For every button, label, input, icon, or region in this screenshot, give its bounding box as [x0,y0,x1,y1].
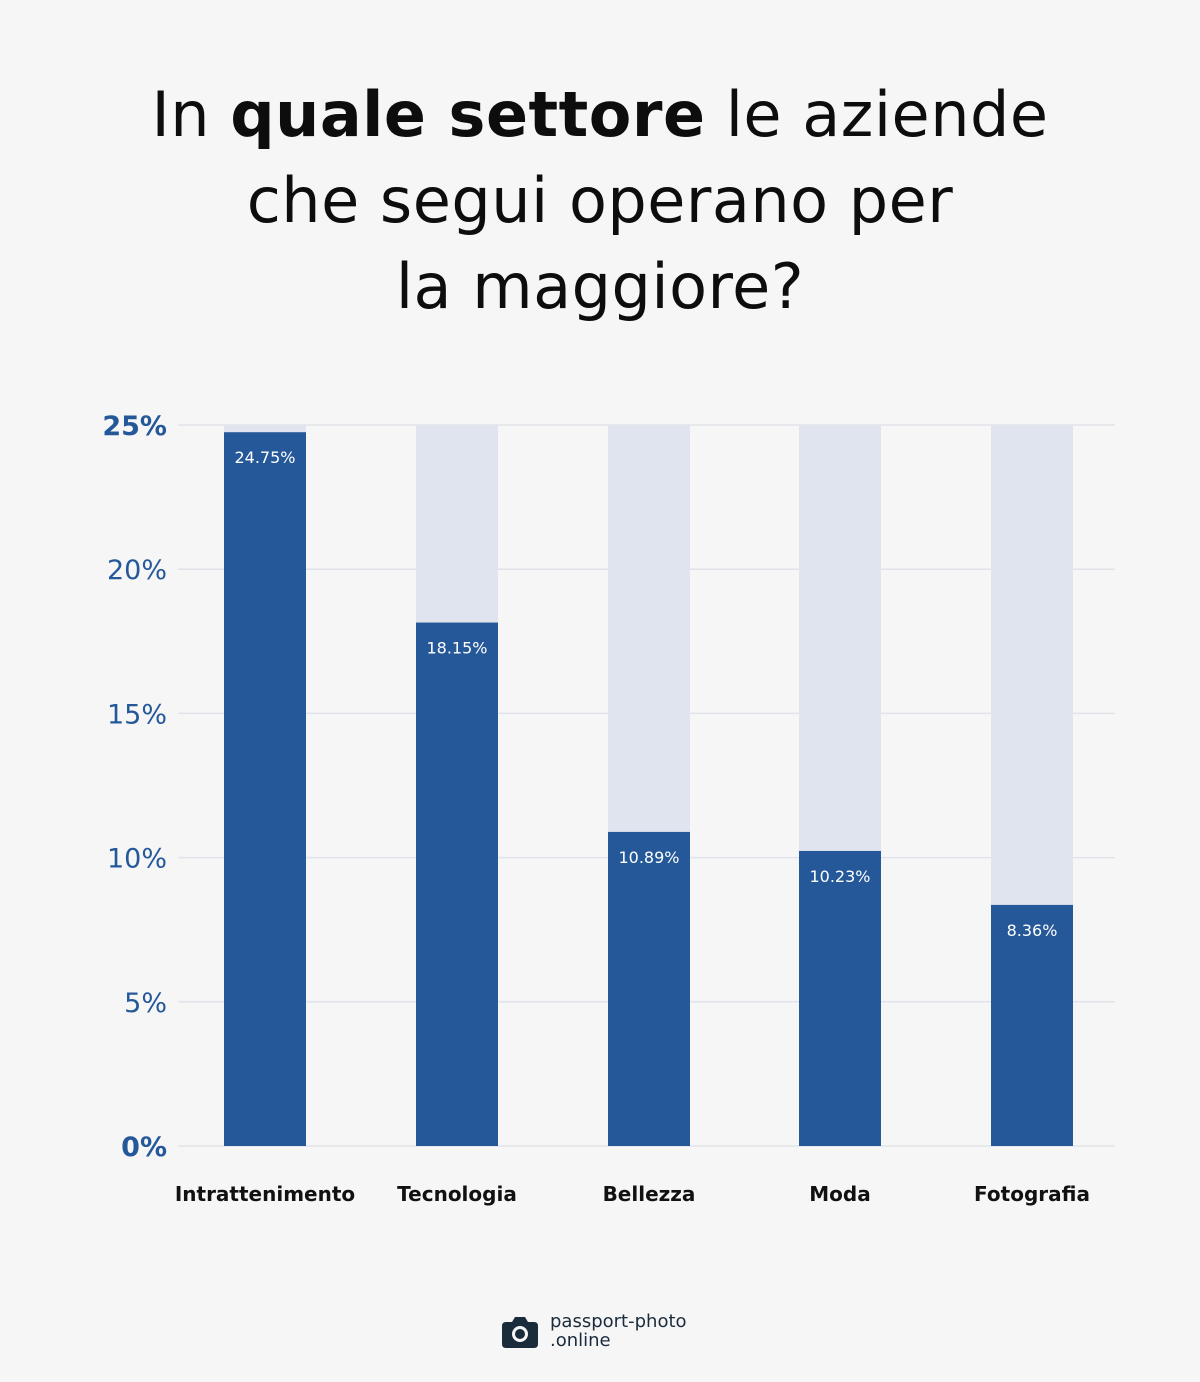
camera-icon [502,1317,538,1348]
y-tick-label: 20% [107,555,167,586]
bar-value-label: 24.75% [234,448,295,467]
bar [991,904,1073,1146]
logo-text: passport-photo .online [550,1312,687,1350]
title-line-3: la maggiore? [395,250,805,323]
bar-value-label: 10.23% [809,867,870,886]
logo-text-line-1: passport-photo [550,1311,687,1332]
bar-value-label: 10.89% [618,848,679,867]
bar [608,831,690,1146]
bar-chart: 0% 5% 10% 15% 20% 25% 24.75% Intrattenimento 18.… [102,411,1115,1206]
x-category-label: Tecnologia [397,1182,517,1206]
bar [416,622,498,1146]
chart-title: In quale settore le aziende che segui op… [0,72,1200,330]
title-line-1: In quale settore le aziende [0,72,1200,158]
x-category-label: Bellezza [603,1182,696,1206]
y-tick-label: 5% [124,988,167,1019]
logo-text-line-2: .online [550,1330,611,1351]
y-tick-label: 0% [121,1132,167,1163]
title-line-1-pre: In [151,78,231,151]
title-line-1-bold: quale settore [230,78,706,151]
bar [799,850,881,1146]
brand-logo: passport-photo .online [500,1308,710,1356]
y-tick-label: 25% [102,411,167,442]
x-category-label: Moda [809,1182,870,1206]
x-category-label: Fotografia [974,1182,1090,1206]
bar-value-label: 18.15% [426,639,487,658]
x-category-label: Intrattenimento [175,1182,355,1206]
title-line-1-post: le aziende [705,78,1049,151]
y-tick-label: 15% [107,699,167,730]
bar-value-label: 8.36% [1007,921,1058,940]
bar [224,432,306,1147]
y-tick-label: 10% [107,844,167,875]
title-line-2: che segui operano per [246,164,954,237]
